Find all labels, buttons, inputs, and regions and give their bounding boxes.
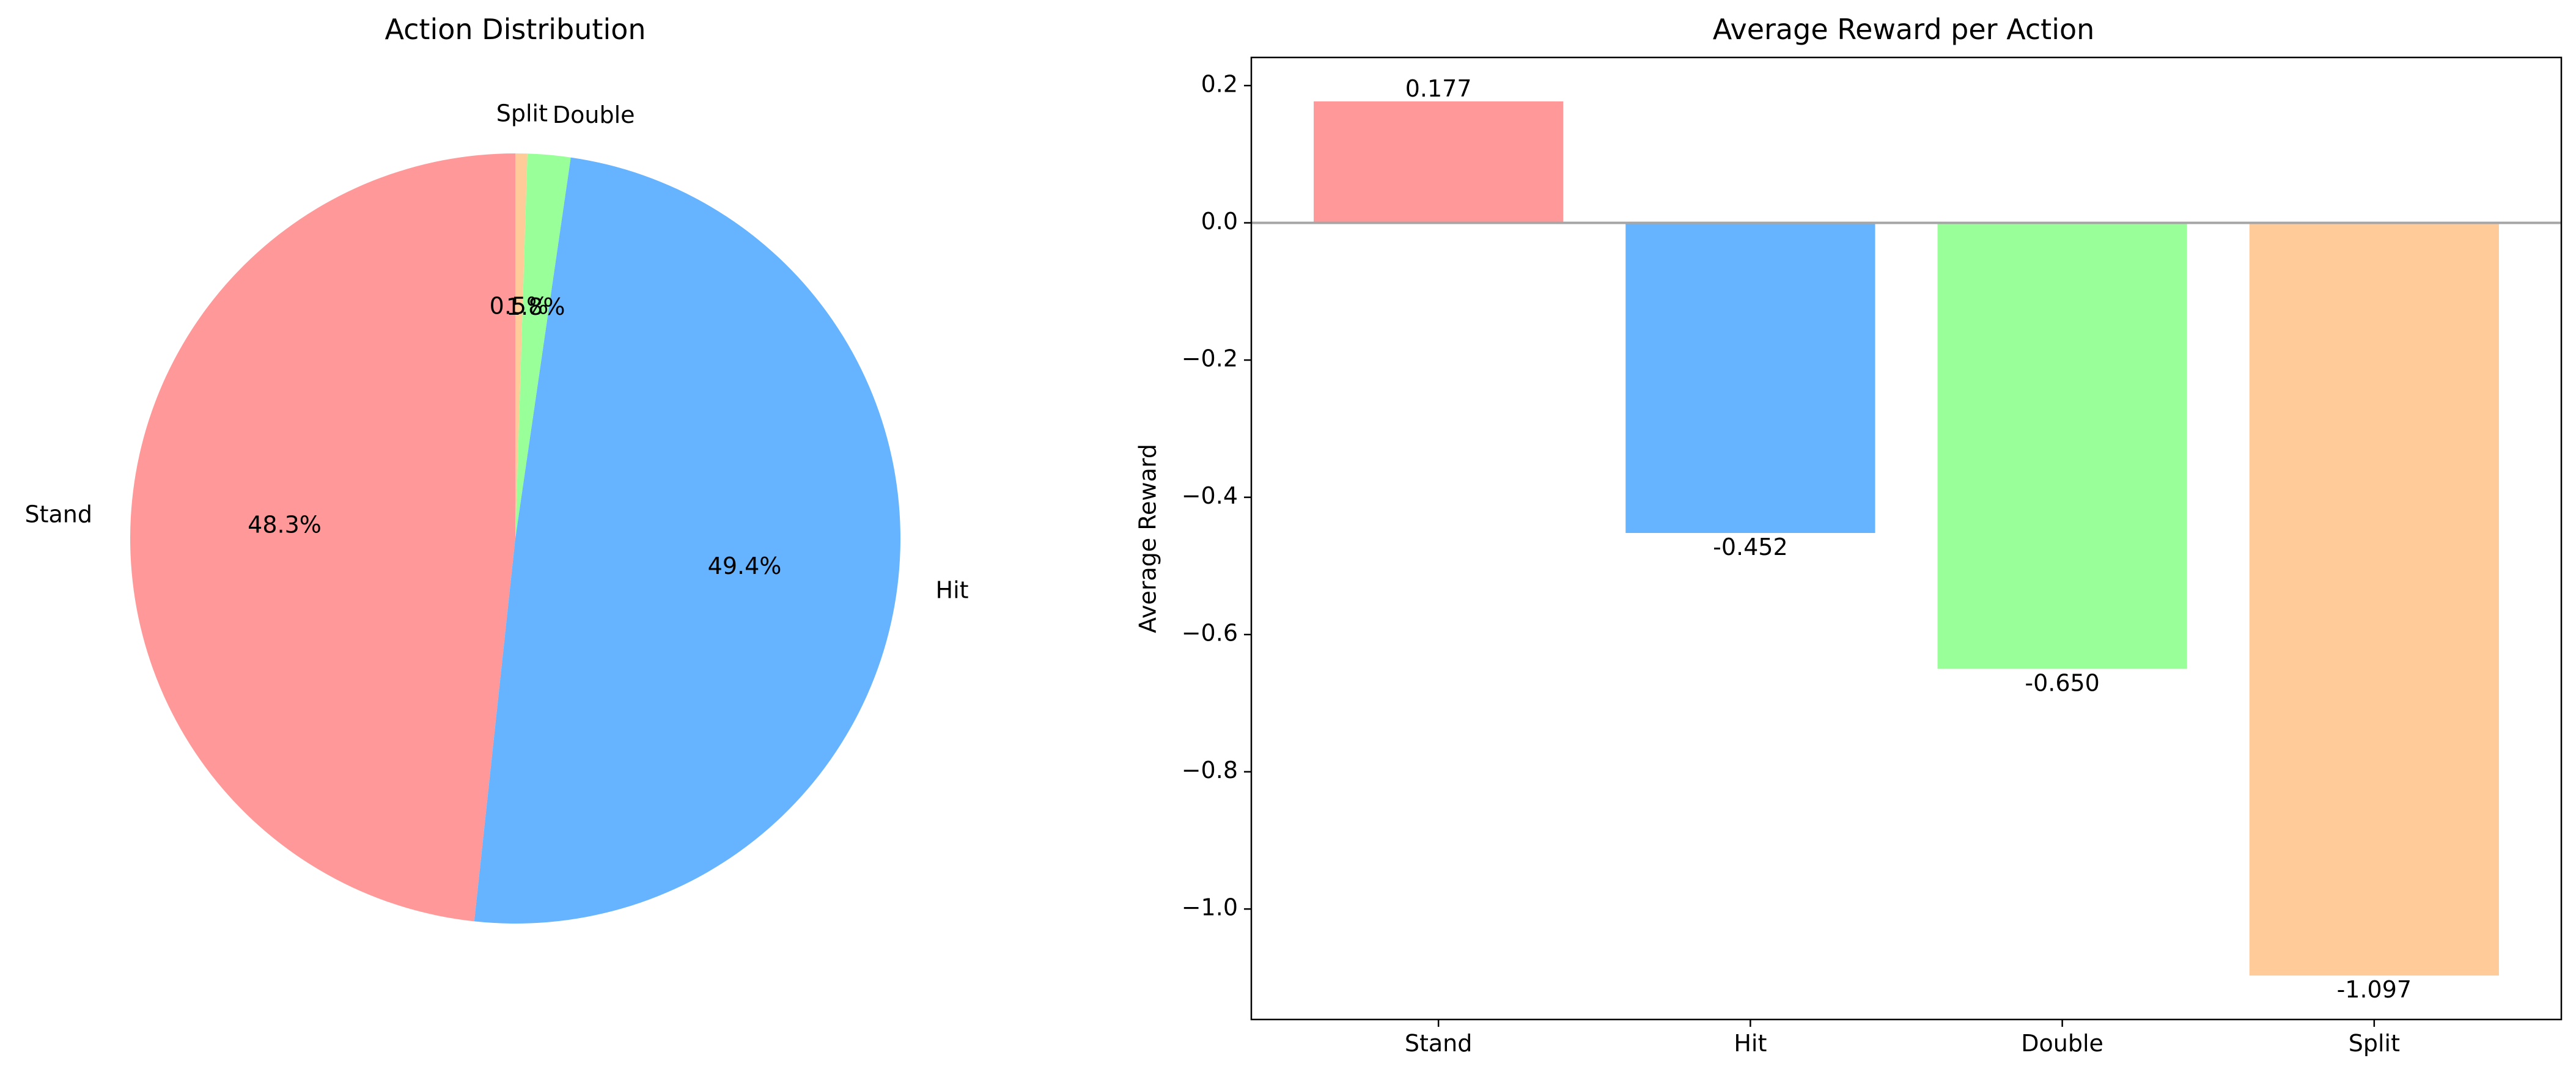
y-axis-label: Average Reward bbox=[1135, 444, 1161, 633]
bar-split bbox=[2249, 222, 2499, 976]
x-tick-label-stand: Stand bbox=[1405, 1030, 1473, 1057]
pie-slice-hit bbox=[474, 157, 901, 924]
pie-slice-double bbox=[515, 153, 571, 539]
pie-pct-double: 1.8% bbox=[506, 293, 565, 320]
x-tick-label-double: Double bbox=[2021, 1030, 2103, 1057]
bar-value-label-split: -1.097 bbox=[2337, 976, 2412, 1003]
bar-value-label-stand: 0.177 bbox=[1405, 75, 1472, 102]
pie-pct-stand: 48.3% bbox=[248, 511, 322, 538]
bar-chart-title: Average Reward per Action bbox=[1713, 13, 2095, 46]
plot-frame bbox=[1250, 56, 2563, 1021]
y-axis-ticks: 0.2 0.0 −0.2 −0.4 −0.6 −0.8 −1.0 bbox=[1182, 71, 1251, 921]
bar-value-label-double: -0.650 bbox=[2025, 669, 2100, 696]
pie-slice-stand bbox=[130, 153, 516, 922]
pie-slice-split bbox=[515, 153, 528, 538]
bar-hit bbox=[1625, 222, 1875, 534]
x-tick-label-hit: Hit bbox=[1734, 1030, 1767, 1057]
y-tick-label: −0.2 bbox=[1182, 345, 1238, 372]
pie-label-stand: Stand bbox=[24, 501, 92, 528]
bar-value-labels: 0.177 -0.452 -0.650 -1.097 bbox=[1405, 75, 2412, 1003]
bar-value-label-hit: -0.452 bbox=[1713, 534, 1788, 560]
y-tick-label: 0.0 bbox=[1201, 208, 1238, 235]
pie-labels: Stand 48.3% Hit 49.4% Double 1.8% Split 0.5% bbox=[24, 100, 968, 604]
bar-bars bbox=[1314, 101, 2499, 976]
bar-chart-panel: Average Reward per Action 0.2 0.0 −0.2 −0.4… bbox=[1135, 13, 2563, 1057]
bar-stand bbox=[1314, 101, 1564, 223]
y-tick-label: −0.6 bbox=[1182, 620, 1238, 647]
y-tick-label: −1.0 bbox=[1182, 894, 1238, 921]
pie-chart-title: Action Distribution bbox=[385, 13, 646, 46]
x-axis-ticks: Stand Hit Double Split bbox=[1405, 1019, 2400, 1057]
x-tick-label-split: Split bbox=[2349, 1030, 2400, 1057]
pie-label-double: Double bbox=[553, 101, 635, 128]
pie-label-split: Split bbox=[496, 100, 548, 127]
pie-slices bbox=[130, 153, 901, 924]
y-tick-label: −0.4 bbox=[1182, 482, 1238, 509]
bar-double bbox=[1937, 222, 2187, 669]
pie-pct-split: 0.5% bbox=[490, 293, 549, 320]
pie-label-hit: Hit bbox=[936, 576, 969, 603]
y-tick-label: 0.2 bbox=[1201, 71, 1238, 98]
pie-chart-panel: Action Distribution Stand 48.3% Hit 49.4% Do… bbox=[24, 13, 969, 924]
pie-pct-hit: 49.4% bbox=[708, 553, 782, 579]
y-tick-label: −0.8 bbox=[1182, 757, 1238, 784]
